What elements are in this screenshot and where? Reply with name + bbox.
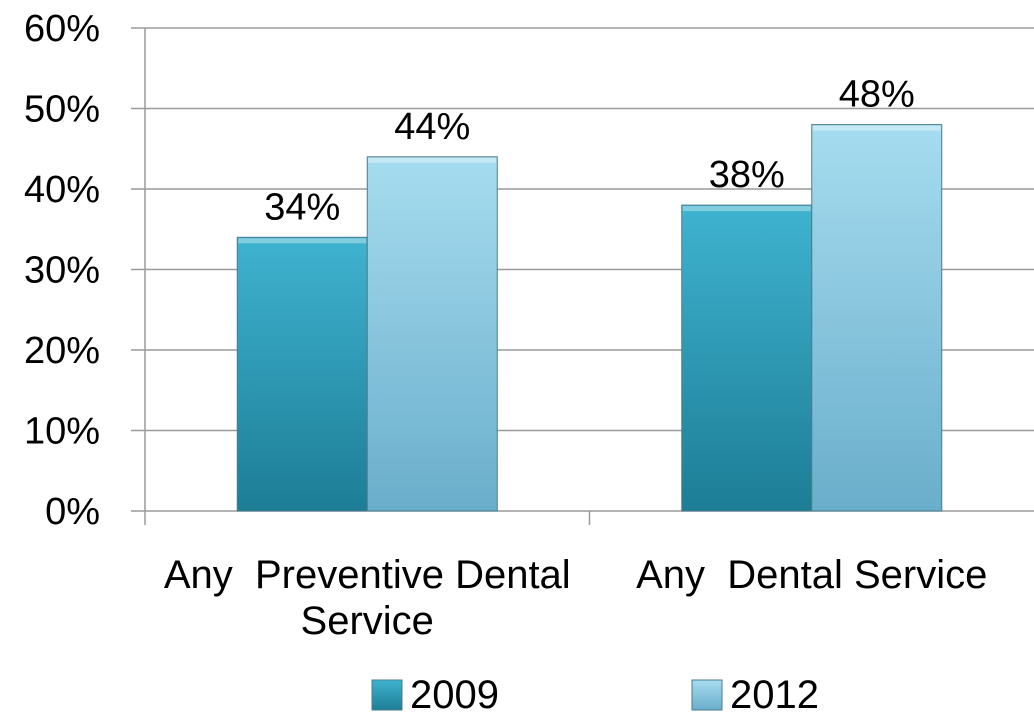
legend: 2009 2012 xyxy=(371,673,819,712)
y-tick-label: 50% xyxy=(24,89,100,131)
bar-highlight xyxy=(682,206,811,212)
bar-highlight xyxy=(238,238,367,244)
data-labels: 34% 44% 38% 48% xyxy=(264,74,915,229)
y-tick-labels: 0% 10% 20% 30% 40% 50% 60% xyxy=(24,8,100,533)
bar-highlight xyxy=(368,157,497,163)
bar-2009-1 xyxy=(681,204,813,512)
y-tick-label: 40% xyxy=(24,169,100,211)
legend-label: 2009 xyxy=(410,673,499,712)
y-tick-label: 30% xyxy=(24,250,100,292)
bar-2009-0 xyxy=(236,236,368,512)
data-label: 44% xyxy=(394,106,470,148)
bars xyxy=(236,124,943,512)
data-label: 34% xyxy=(264,186,340,228)
bar-2012-0 xyxy=(366,156,498,512)
x-category-label: Any Preventive Dental xyxy=(164,553,571,597)
y-tick-label: 0% xyxy=(45,491,100,533)
y-tick-label: 20% xyxy=(24,330,100,372)
x-category-label: Any Dental Service xyxy=(636,553,987,597)
data-label: 48% xyxy=(839,74,915,116)
legend-swatch-2009 xyxy=(371,679,403,711)
legend-label: 2012 xyxy=(730,673,819,712)
bar-2012-1 xyxy=(811,124,943,512)
bar-highlight xyxy=(812,125,941,131)
x-category-label: Service xyxy=(301,599,434,643)
data-label: 38% xyxy=(709,154,785,196)
y-tick-label: 60% xyxy=(24,8,100,50)
legend-swatch-2012 xyxy=(691,679,723,711)
y-tick-label: 10% xyxy=(24,411,100,453)
